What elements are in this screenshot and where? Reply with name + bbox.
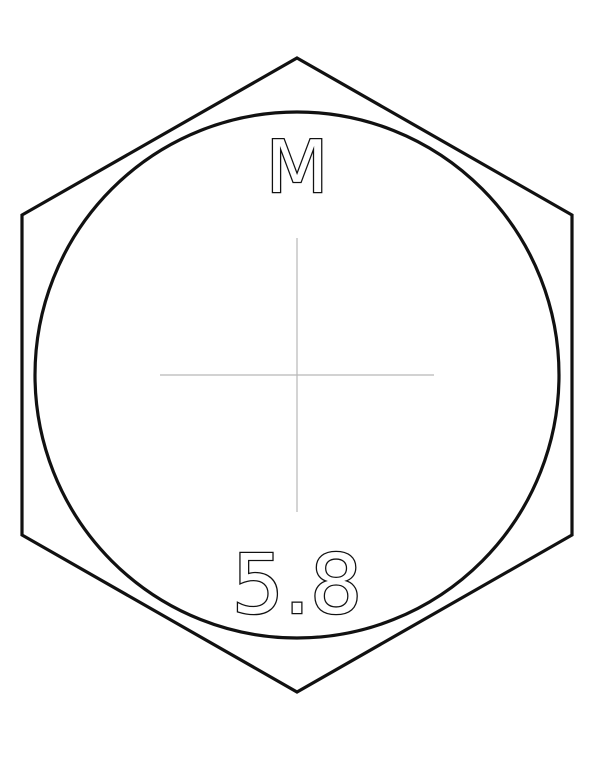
hexagon-head-outline bbox=[20, 56, 574, 694]
property-class-text: 5.8 bbox=[232, 538, 362, 633]
washer-face-circle bbox=[33, 110, 561, 640]
manufacturer-mark-text: M bbox=[266, 125, 328, 209]
